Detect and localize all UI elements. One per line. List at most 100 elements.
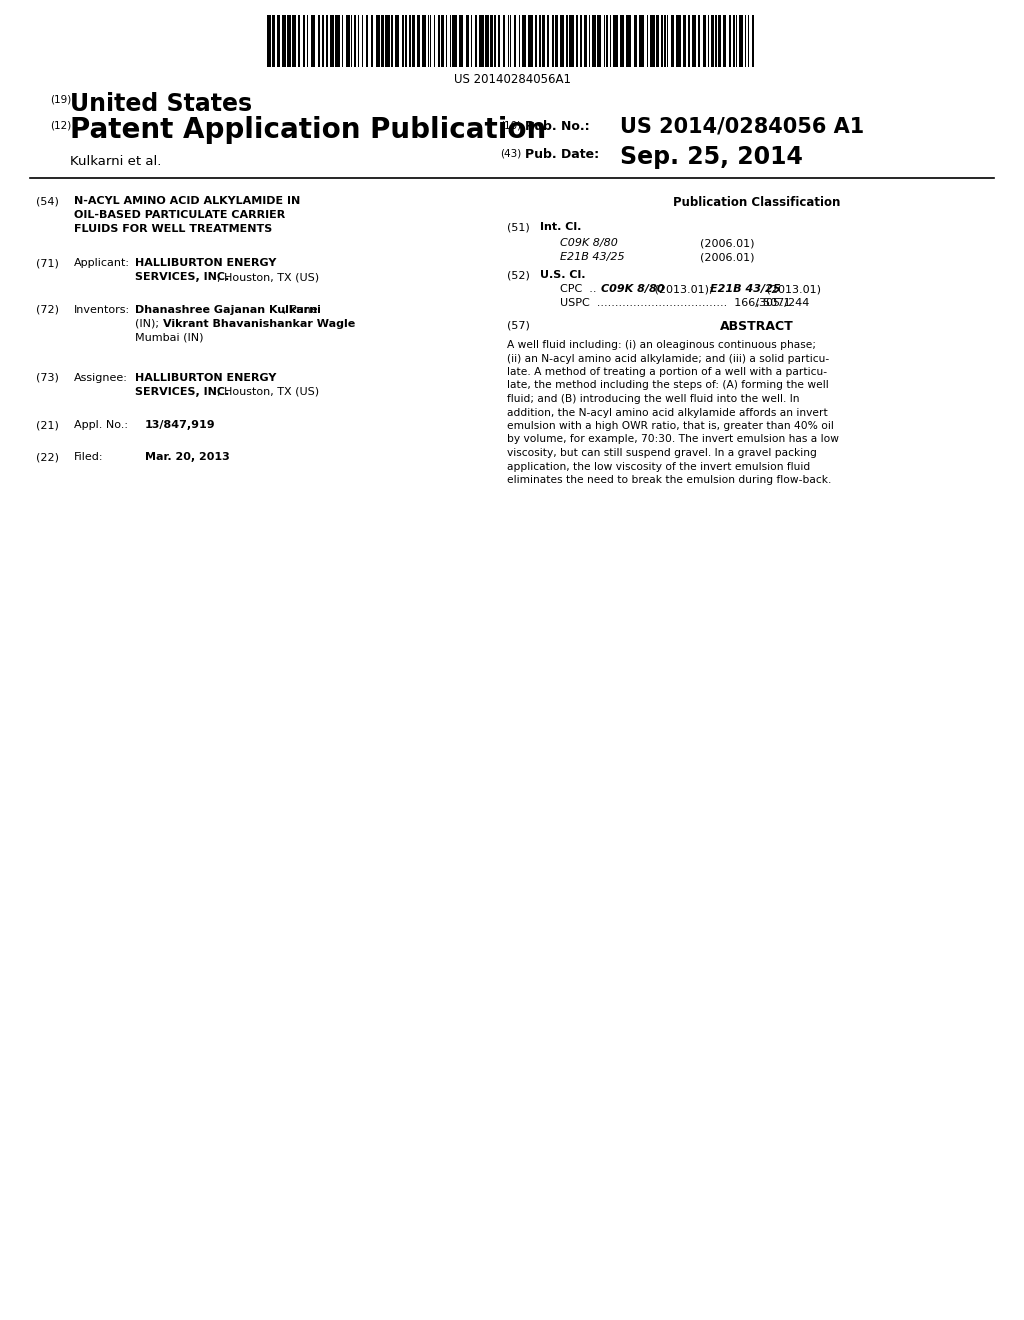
Text: (71): (71) <box>36 257 58 268</box>
Bar <box>485 15 488 67</box>
Bar <box>422 15 426 67</box>
Bar <box>326 15 328 67</box>
Bar <box>613 15 618 67</box>
Text: (2013.01);: (2013.01); <box>651 284 716 294</box>
Bar <box>676 15 681 67</box>
Text: Int. Cl.: Int. Cl. <box>540 222 582 232</box>
Bar <box>712 15 714 67</box>
Text: N-ACYL AMINO ACID ALKYLAMIDE IN
OIL-BASED PARTICULATE CARRIER
FLUIDS FOR WELL TR: N-ACYL AMINO ACID ALKYLAMIDE IN OIL-BASE… <box>74 195 300 234</box>
Bar <box>584 15 587 67</box>
Text: addition, the N-acyl amino acid alkylamide affords an invert: addition, the N-acyl amino acid alkylami… <box>507 408 827 417</box>
Text: U.S. Cl.: U.S. Cl. <box>540 271 586 280</box>
Bar <box>522 15 526 67</box>
Text: E21B 43/25: E21B 43/25 <box>710 284 780 294</box>
Bar <box>371 15 374 67</box>
Bar <box>367 15 369 67</box>
Bar <box>580 15 582 67</box>
Bar <box>739 15 743 67</box>
Bar <box>723 15 726 67</box>
Text: Assignee:: Assignee: <box>74 374 128 383</box>
Bar <box>381 15 384 67</box>
Text: (43): (43) <box>500 148 521 158</box>
Bar <box>647 15 648 67</box>
Text: (52): (52) <box>507 271 529 280</box>
Bar <box>542 15 546 67</box>
Bar <box>548 15 550 67</box>
Bar <box>664 15 666 67</box>
Text: Filed:: Filed: <box>74 451 103 462</box>
Text: Patent Application Publication: Patent Application Publication <box>70 116 546 144</box>
Text: HALLIBURTON ENERGY: HALLIBURTON ENERGY <box>135 374 276 383</box>
Text: US 2014/0284056 A1: US 2014/0284056 A1 <box>620 116 864 136</box>
Bar <box>575 15 579 67</box>
Bar <box>303 15 305 67</box>
Bar <box>671 15 674 67</box>
Bar <box>406 15 408 67</box>
Bar <box>527 15 532 67</box>
Bar <box>453 15 458 67</box>
Bar <box>508 15 509 67</box>
Bar <box>413 15 415 67</box>
Bar <box>603 15 605 67</box>
Bar <box>278 15 280 67</box>
Bar <box>292 15 296 67</box>
Text: Sep. 25, 2014: Sep. 25, 2014 <box>620 145 803 169</box>
Text: late, the method including the steps of: (A) forming the well: late, the method including the steps of:… <box>507 380 828 391</box>
Text: Pub. No.:: Pub. No.: <box>525 120 590 133</box>
Bar <box>555 15 558 67</box>
Bar <box>460 15 464 67</box>
Bar <box>639 15 644 67</box>
Text: US 20140284056A1: US 20140284056A1 <box>454 73 570 86</box>
Bar <box>729 15 731 67</box>
Bar <box>514 15 516 67</box>
Text: Publication Classification: Publication Classification <box>674 195 841 209</box>
Text: C09K 8/80: C09K 8/80 <box>601 284 665 294</box>
Bar <box>660 15 663 67</box>
Text: (73): (73) <box>36 374 58 383</box>
Bar <box>698 15 699 67</box>
Bar <box>385 15 390 67</box>
Bar <box>732 15 734 67</box>
Bar <box>503 15 505 67</box>
Text: by volume, for example, 70:30. The invert emulsion has a low: by volume, for example, 70:30. The inver… <box>507 434 839 445</box>
Bar <box>322 15 325 67</box>
Text: (57): (57) <box>507 319 529 330</box>
Text: (72): (72) <box>36 305 59 315</box>
Text: Kulkarni et al.: Kulkarni et al. <box>70 154 162 168</box>
Bar <box>478 15 483 67</box>
Bar <box>667 15 669 67</box>
Bar <box>410 15 411 67</box>
Bar <box>402 15 404 67</box>
Bar <box>395 15 399 67</box>
Text: E21B 43/25: E21B 43/25 <box>560 252 625 261</box>
Text: Mumbai (IN): Mumbai (IN) <box>135 333 204 343</box>
Text: (21): (21) <box>36 420 58 430</box>
Text: Inventors:: Inventors: <box>74 305 130 315</box>
Bar <box>311 15 315 67</box>
Text: (10): (10) <box>500 120 521 129</box>
Text: (ii) an N-acyl amino acid alkylamide; and (iii) a solid particu-: (ii) an N-acyl amino acid alkylamide; an… <box>507 354 829 363</box>
Bar <box>430 15 431 67</box>
Bar <box>560 15 564 67</box>
Bar <box>552 15 554 67</box>
Text: Applicant:: Applicant: <box>74 257 130 268</box>
Bar <box>471 15 472 67</box>
Bar <box>490 15 493 67</box>
Bar <box>354 15 356 67</box>
Text: Appl. No.:: Appl. No.: <box>74 420 128 430</box>
Bar <box>597 15 600 67</box>
Text: United States: United States <box>70 92 252 116</box>
Text: Pub. Date:: Pub. Date: <box>525 148 599 161</box>
Bar <box>606 15 608 67</box>
Bar <box>627 15 632 67</box>
Text: ; 507/244: ; 507/244 <box>756 298 809 308</box>
Bar <box>441 15 444 67</box>
Bar <box>434 15 435 67</box>
Text: eliminates the need to break the emulsion during flow-back.: eliminates the need to break the emulsio… <box>507 475 831 484</box>
Bar <box>342 15 343 67</box>
Bar <box>702 15 706 67</box>
Bar <box>683 15 686 67</box>
Text: , Houston, TX (US): , Houston, TX (US) <box>217 387 319 397</box>
Text: (51): (51) <box>507 222 529 232</box>
Bar <box>498 15 500 67</box>
